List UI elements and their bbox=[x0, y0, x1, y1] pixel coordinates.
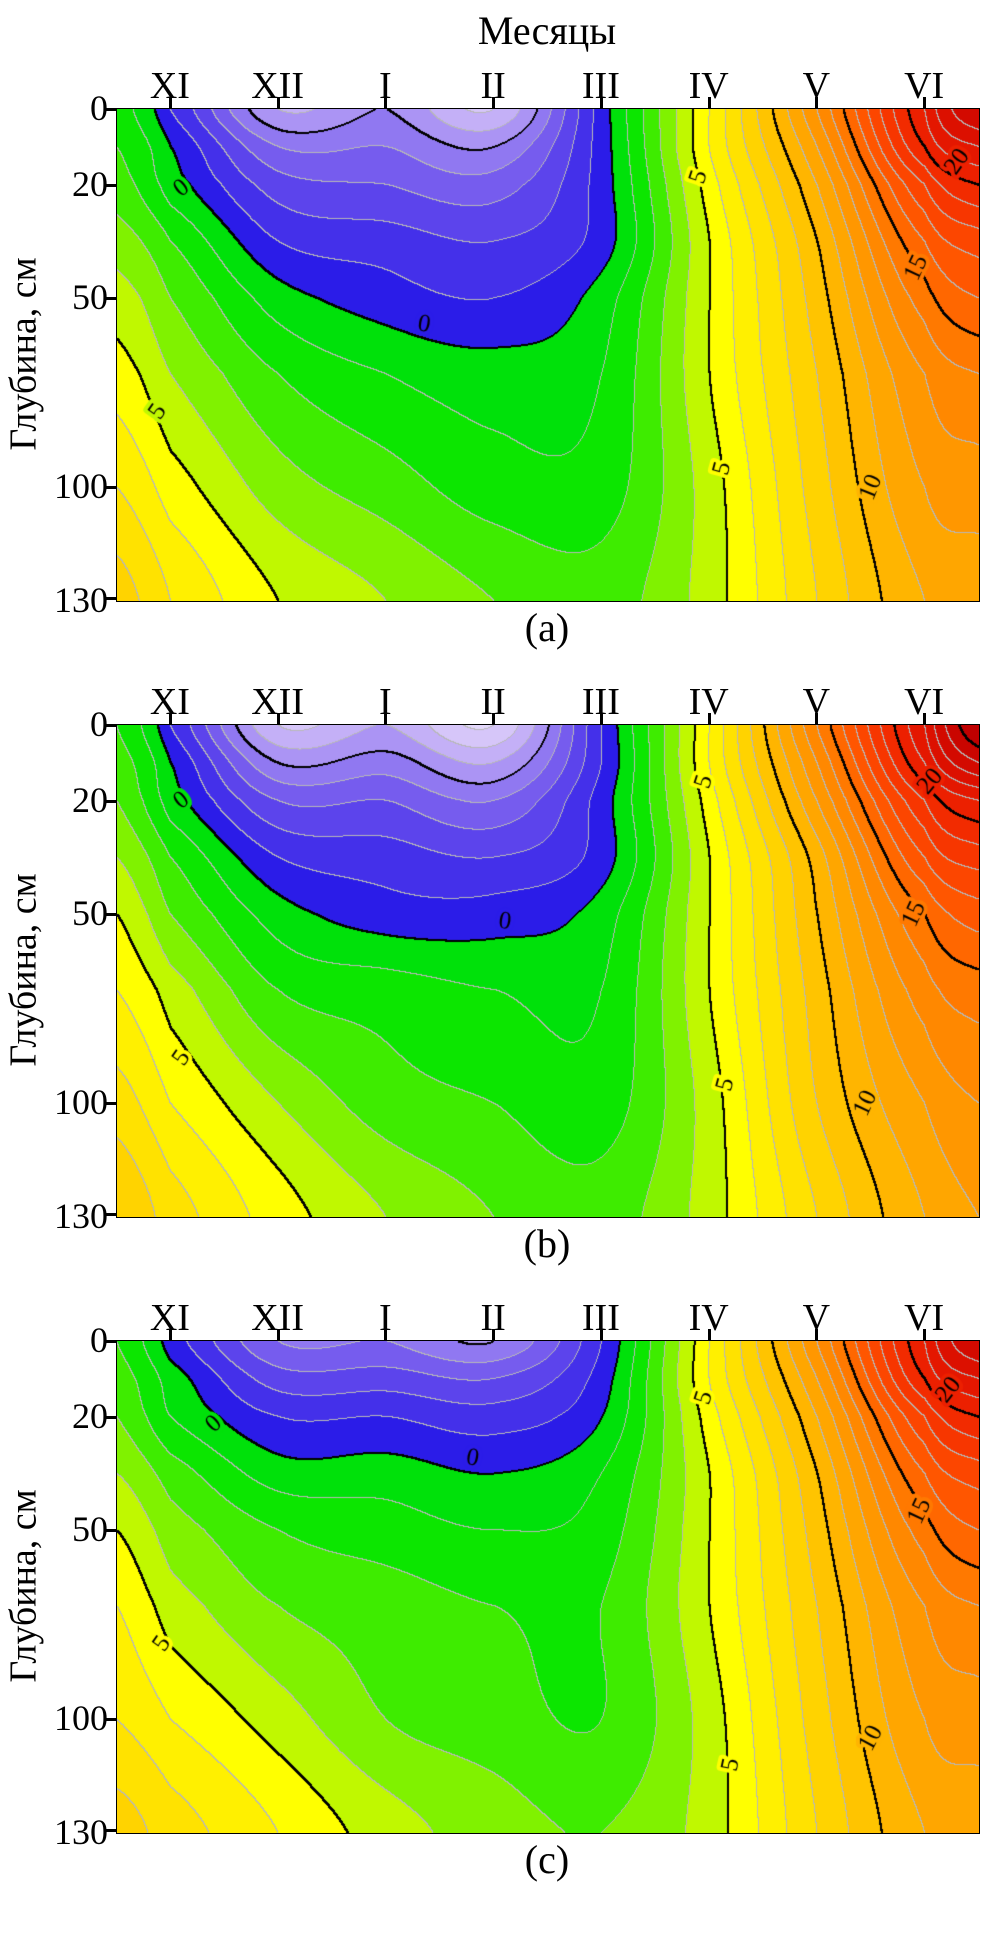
y-tick-label-130: 130 bbox=[54, 580, 108, 620]
x-tick-mark bbox=[384, 1329, 388, 1340]
x-tick-mark bbox=[384, 97, 388, 108]
y-tick-mark bbox=[104, 1102, 116, 1106]
y-axis-title: Глубина, см bbox=[0, 108, 48, 600]
x-tick-mark bbox=[276, 713, 280, 724]
panel-c: XI XII I II III IV V VI Глубина, см 0 20 50 100 130 (c… bbox=[0, 1290, 993, 1888]
y-tick-label-0: 0 bbox=[90, 704, 108, 744]
x-tick-mark bbox=[923, 713, 927, 724]
plot-area-c: 0 20 50 100 130 bbox=[54, 1321, 980, 1851]
x-tick-mark bbox=[815, 97, 819, 108]
y-tick-mark bbox=[104, 799, 116, 803]
y-tick-mark bbox=[104, 297, 116, 301]
y-tick-label-20: 20 bbox=[72, 163, 108, 204]
x-tick-mark bbox=[276, 1329, 280, 1340]
x-tick-mark bbox=[384, 713, 388, 724]
plot-row-a: Глубина, см 0 20 50 100 130 bbox=[0, 89, 993, 619]
y-tick-mark bbox=[104, 183, 116, 187]
x-tick-mark bbox=[492, 97, 496, 108]
x-tick-mark bbox=[707, 713, 711, 724]
x-tick-mark bbox=[599, 713, 603, 724]
x-tick-mark bbox=[276, 97, 280, 108]
plot-row-b: Глубина, см 0 20 50 100 130 bbox=[0, 705, 993, 1235]
y-tick-label-0: 0 bbox=[90, 88, 108, 128]
y-tick-mark bbox=[104, 1340, 116, 1343]
y-tick-label-20: 20 bbox=[72, 779, 108, 820]
plot-row-c: Глубина, см 0 20 50 100 130 bbox=[0, 1321, 993, 1851]
contour-plot-b bbox=[116, 724, 980, 1218]
y-tick-label-100: 100 bbox=[54, 1082, 108, 1123]
x-tick-mark bbox=[707, 97, 711, 108]
y-axis-title-text: Глубина, см bbox=[3, 257, 46, 451]
x-tick-mark bbox=[168, 97, 172, 108]
contour-panels-container: XI XII I II III IV V VI Глубина, см 0 20 50 100 130 (a… bbox=[0, 58, 993, 1888]
y-tick-mark bbox=[104, 597, 116, 600]
y-tick-mark bbox=[104, 913, 116, 917]
y-tick-label-100: 100 bbox=[54, 1698, 108, 1739]
y-tick-mark bbox=[104, 724, 116, 727]
y-tick-mark bbox=[104, 108, 116, 111]
x-tick-label-I: I bbox=[379, 681, 392, 723]
y-tick-label-50: 50 bbox=[72, 1509, 108, 1550]
y-axis-title: Глубина, см bbox=[0, 724, 48, 1216]
y-tick-label-130: 130 bbox=[54, 1812, 108, 1852]
y-axis-title-text: Глубина, см bbox=[3, 1489, 46, 1683]
x-tick-mark bbox=[815, 1329, 819, 1340]
y-tick-label-0: 0 bbox=[90, 1320, 108, 1360]
y-axis-title: Глубина, см bbox=[0, 1340, 48, 1832]
x-axis-tick-labels: XI XII I II III IV V VI bbox=[116, 1290, 978, 1340]
panel-a: XI XII I II III IV V VI Глубина, см 0 20 50 100 130 (a… bbox=[0, 58, 993, 656]
x-tick-label-I: I bbox=[379, 65, 392, 107]
y-tick-label-100: 100 bbox=[54, 466, 108, 507]
y-tick-mark bbox=[104, 486, 116, 490]
x-tick-mark bbox=[707, 1329, 711, 1340]
x-tick-mark bbox=[815, 713, 819, 724]
y-tick-mark bbox=[104, 1718, 116, 1722]
panel-caption-b: (b) bbox=[523, 1221, 571, 1266]
plot-area-b: 0 20 50 100 130 bbox=[54, 705, 980, 1235]
y-tick-label-50: 50 bbox=[72, 277, 108, 318]
x-tick-label-I: I bbox=[379, 1297, 392, 1339]
x-tick-mark bbox=[923, 1329, 927, 1340]
plot-area-a: 0 20 50 100 130 bbox=[54, 89, 980, 619]
panel-caption-c: (c) bbox=[524, 1837, 570, 1882]
y-axis-title-text: Глубина, см bbox=[3, 873, 46, 1067]
x-tick-mark bbox=[492, 713, 496, 724]
x-tick-mark bbox=[599, 97, 603, 108]
x-tick-mark bbox=[168, 713, 172, 724]
contour-plot-a bbox=[116, 108, 980, 602]
x-axis-title: Месяцы bbox=[477, 8, 617, 53]
x-axis-tick-labels: XI XII I II III IV V VI bbox=[116, 58, 978, 108]
y-tick-mark bbox=[104, 1415, 116, 1419]
y-tick-label-20: 20 bbox=[72, 1395, 108, 1436]
x-tick-mark bbox=[923, 97, 927, 108]
y-tick-mark bbox=[104, 1829, 116, 1832]
x-tick-mark bbox=[599, 1329, 603, 1340]
x-axis-tick-labels: XI XII I II III IV V VI bbox=[116, 674, 978, 724]
y-tick-label-130: 130 bbox=[54, 1196, 108, 1236]
x-tick-mark bbox=[492, 1329, 496, 1340]
panel-b: XI XII I II III IV V VI Глубина, см 0 20 50 100 130 (b… bbox=[0, 674, 993, 1272]
x-tick-mark bbox=[168, 1329, 172, 1340]
contour-plot-c bbox=[116, 1340, 980, 1834]
y-tick-mark bbox=[104, 1529, 116, 1533]
y-tick-mark bbox=[104, 1213, 116, 1216]
y-tick-label-50: 50 bbox=[72, 893, 108, 934]
panel-caption-a: (a) bbox=[524, 605, 570, 650]
